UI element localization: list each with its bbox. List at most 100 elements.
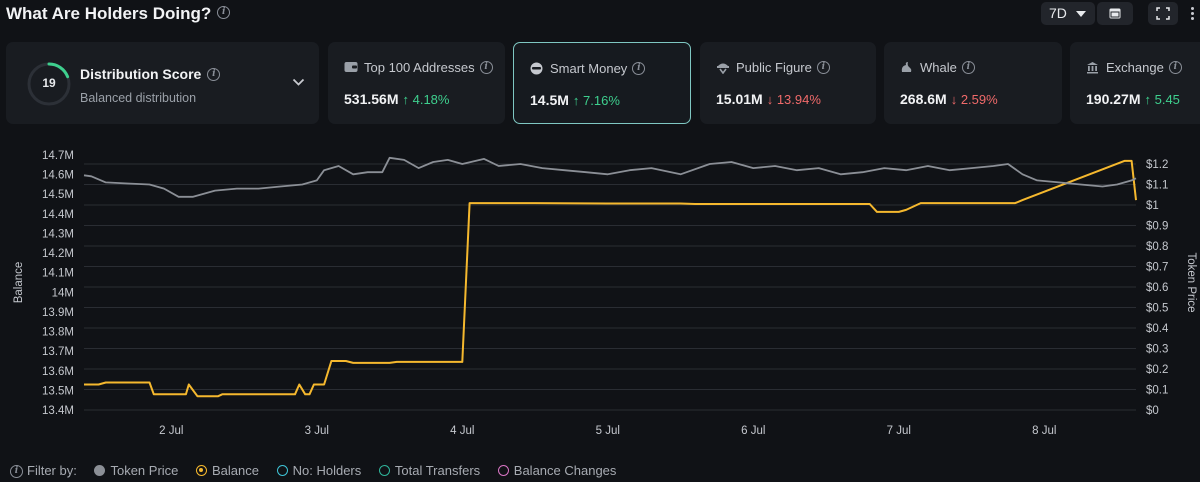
card-value-text: 190.27M: [1086, 91, 1141, 107]
left-axis-tick-label: 14.5M: [42, 189, 74, 201]
card-label: Smart Money i: [550, 61, 646, 76]
right-axis-tick-label: $1: [1146, 200, 1159, 212]
info-icon[interactable]: i: [207, 67, 221, 81]
distribution-score-title: Distribution Score i: [80, 66, 221, 82]
card-change: ↑ 7.16%: [572, 93, 620, 108]
more-dot: [1191, 7, 1194, 10]
filter-item-label: Balance Changes: [513, 463, 617, 479]
wallet-icon: [344, 62, 358, 72]
card-change: ↑ 4.18%: [402, 92, 450, 107]
left-axis-tick-label: 14M: [52, 287, 74, 299]
balance-radio-icon: [196, 465, 208, 477]
filter-item-label: No: Holders: [292, 463, 362, 479]
left-axis-title: Balance: [13, 262, 25, 304]
card-value: 15.01M ↓ 13.94%: [716, 91, 821, 107]
left-axis-tick-label: 13.4M: [42, 405, 74, 417]
card-smart-money[interactable]: Smart Money i 14.5M ↑ 7.16%: [513, 42, 691, 124]
holders-radio-icon: [276, 465, 288, 477]
left-axis-tick-label: 14.1M: [42, 268, 74, 280]
distribution-score-value: 19: [42, 76, 56, 90]
info-icon[interactable]: i: [961, 61, 975, 75]
card-label-text: Exchange: [1106, 60, 1164, 75]
token-price-dot-icon: [94, 465, 106, 477]
right-axis-title: Token Price: [1185, 252, 1197, 312]
left-axis-tick-label: 14.7M: [42, 150, 74, 162]
x-axis-tick-label: 5 Jul: [596, 425, 620, 437]
distribution-score-subtitle: Balanced distribution: [80, 91, 197, 105]
left-axis-tick-label: 13.6M: [42, 366, 74, 378]
more-options-button[interactable]: [1184, 2, 1200, 25]
filter-token-price[interactable]: Token Price: [94, 463, 178, 478]
card-public-figure[interactable]: Public Figure i 15.01M ↓ 13.94%: [700, 42, 876, 124]
info-icon[interactable]: i: [816, 61, 830, 75]
right-axis-tick-label: $0.9: [1146, 221, 1168, 233]
info-icon[interactable]: i: [479, 61, 493, 75]
exchange-icon: [1087, 62, 1098, 74]
card-top-100-addresses[interactable]: Top 100 Addresses i 531.56M ↑ 4.18%: [328, 42, 505, 124]
left-axis-tick-label: 14.4M: [42, 209, 74, 221]
card-value-text: 268.6M: [900, 91, 947, 107]
card-value: 190.27M ↑ 5.45: [1086, 91, 1180, 107]
holder-category-cards: 19 Distribution Score i Balanced distribu…: [0, 40, 1200, 126]
card-label-text: Public Figure: [736, 60, 812, 75]
left-axis-tick-label: 14.2M: [42, 248, 74, 260]
right-axis-tick-label: $0.4: [1146, 323, 1169, 335]
more-dot: [1191, 12, 1194, 15]
balance-price-chart[interactable]: 14.7M 14.6M 14.5M 14.4M 14.3M 14.2M 14.1M 14M 13…: [0, 140, 1200, 440]
right-axis-tick-label: $0.6: [1146, 282, 1168, 294]
card-change: ↑ 5.45: [1144, 92, 1180, 107]
more-dot: [1191, 17, 1194, 20]
right-axis-tick-label: $0.5: [1146, 303, 1168, 315]
x-axis-tick-label: 7 Jul: [887, 425, 911, 437]
info-icon[interactable]: i: [217, 6, 231, 20]
caret-down-icon: [1076, 11, 1086, 17]
card-label-text: Whale: [920, 60, 957, 75]
card-value-text: 14.5M: [530, 92, 569, 108]
calendar-icon: [1109, 8, 1121, 19]
card-value: 531.56M ↑ 4.18%: [344, 91, 449, 107]
right-axis-tick-label: $0.1: [1146, 385, 1168, 397]
filter-item-label: Token Price: [110, 463, 179, 479]
filter-total-transfers[interactable]: Total Transfers: [378, 463, 481, 479]
distribution-score-label: Distribution Score: [80, 66, 202, 82]
fullscreen-button[interactable]: [1148, 2, 1178, 25]
card-value: 268.6M ↓ 2.59%: [900, 91, 998, 107]
card-value-text: 15.01M: [716, 91, 763, 107]
card-change: ↓ 13.94%: [766, 92, 821, 107]
left-axis-tick-label: 13.7M: [42, 346, 74, 358]
distribution-score-card[interactable]: 19 Distribution Score i Balanced distribu…: [6, 42, 319, 124]
calendar-button[interactable]: [1097, 2, 1133, 25]
card-label-text: Smart Money: [550, 61, 628, 76]
left-axis-tick-label: 13.5M: [42, 385, 74, 397]
score-ring-icon: [27, 62, 71, 106]
info-icon[interactable]: i: [1168, 61, 1182, 75]
page-title-text: What Are Holders Doing?: [6, 4, 212, 23]
x-axis-tick-label: 3 Jul: [305, 425, 329, 437]
filter-balance-changes[interactable]: Balance Changes: [497, 463, 617, 479]
chevron-down-icon[interactable]: [292, 78, 305, 87]
card-whale[interactable]: Whale i 268.6M ↓ 2.59%: [884, 42, 1062, 124]
info-icon[interactable]: i: [632, 62, 646, 76]
whale-icon: [901, 62, 912, 72]
card-change: ↓ 2.59%: [950, 92, 998, 107]
x-axis-tick-label: 6 Jul: [741, 425, 765, 437]
filter-no-holders[interactable]: No: Holders: [276, 463, 362, 479]
info-icon[interactable]: i: [10, 465, 23, 479]
left-axis-tick-label: 14.3M: [42, 228, 74, 240]
card-label-text: Top 100 Addresses: [364, 60, 475, 75]
left-axis-tick-label: 13.8M: [42, 327, 74, 339]
time-range-dropdown[interactable]: 7D: [1041, 2, 1095, 25]
left-axis-tick-label: 14.6M: [42, 170, 74, 182]
balance-series-line: [84, 159, 1137, 398]
filter-item-label: Total Transfers: [394, 463, 481, 479]
card-value: 14.5M ↑ 7.16%: [530, 92, 620, 108]
filter-label: i Filter by:: [10, 463, 77, 479]
filter-balance[interactable]: Balance: [196, 463, 259, 478]
right-axis-tick-label: $0.8: [1146, 241, 1168, 253]
holders-chart[interactable]: 14.7M 14.6M 14.5M 14.4M 14.3M 14.2M 14.1M 14M 13…: [0, 140, 1200, 440]
balance-changes-radio-icon: [497, 465, 509, 477]
right-axis-tick-label: $0.3: [1146, 344, 1168, 356]
card-exchange[interactable]: Exchange i 190.27M ↑ 5.45: [1070, 42, 1200, 124]
card-label: Whale i: [920, 60, 975, 75]
right-axis-tick-label: $0: [1146, 405, 1159, 417]
